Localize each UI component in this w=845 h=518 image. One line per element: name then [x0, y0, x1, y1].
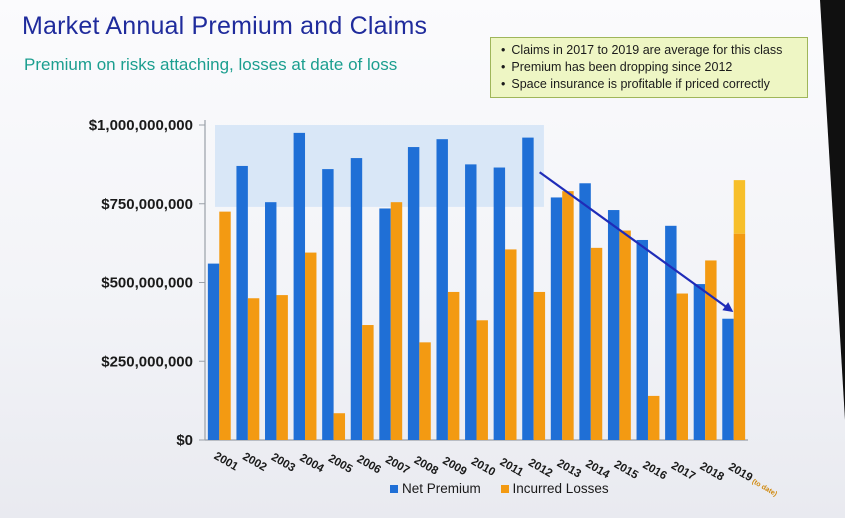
legend-swatch-incurred-losses	[500, 485, 509, 494]
x-tick-label: 2003	[269, 451, 297, 474]
legend-label-incurred-losses: Incurred Losses	[512, 481, 609, 496]
x-tick-label: 2015	[612, 459, 641, 482]
x-tick-label: 2013	[555, 457, 583, 480]
y-tick-label: $1,000,000,000	[89, 117, 193, 134]
bar-incurred-losses	[705, 260, 717, 440]
legend-item-net-premium: Net Premium	[390, 481, 481, 496]
bar-net-premium	[636, 239, 648, 440]
bar-incurred-losses	[390, 202, 403, 440]
bar-net-premium	[550, 197, 563, 440]
bar-net-premium	[407, 147, 420, 441]
bar-incurred-losses	[362, 325, 374, 440]
highlight-band	[215, 125, 544, 207]
bar-incurred-losses	[333, 413, 346, 440]
bar-net-premium	[293, 132, 306, 440]
bar-net-premium	[607, 210, 620, 440]
y-tick-label: $250,000,000	[101, 353, 193, 370]
x-tick-note: (to date)	[751, 478, 778, 498]
bar-net-premium	[350, 158, 363, 440]
x-tick-label: 2009	[440, 455, 468, 478]
bar-net-premium	[236, 165, 248, 440]
bar-incurred-losses	[562, 191, 574, 440]
bar-incurred-losses	[647, 395, 660, 440]
x-tick-label: 2004	[298, 452, 327, 475]
y-tick-label: $0	[176, 432, 193, 449]
bar-net-premium	[379, 208, 391, 440]
x-tick-label: 2007	[383, 454, 411, 477]
bar-incurred-losses	[533, 291, 546, 440]
bar-net-premium	[436, 139, 448, 441]
x-tick-label: 2017	[669, 460, 697, 483]
note-item: Premium has been dropping since 2012	[501, 59, 799, 76]
bar-incurred-losses	[447, 291, 460, 440]
bar-incurred-losses	[505, 249, 517, 440]
bar-incurred-losses-upper	[733, 180, 746, 234]
bar-incurred-losses	[247, 298, 260, 440]
bar-incurred-losses	[476, 320, 488, 440]
trend-arrow	[539, 171, 734, 313]
bar-incurred-losses	[590, 247, 603, 440]
bar-incurred-losses	[676, 293, 688, 440]
note-item: Space insurance is profitable if priced …	[501, 76, 799, 93]
x-tick-label: 2018	[698, 460, 727, 483]
bar-incurred-losses	[305, 252, 317, 440]
x-tick-label: 2010	[469, 456, 497, 479]
bar-net-premium	[207, 263, 220, 440]
chart-title: Market Annual Premium and Claims	[22, 12, 428, 40]
bar-incurred-losses	[619, 230, 631, 440]
x-tick-label: 2002	[240, 451, 268, 474]
note-item: Claims in 2017 to 2019 are average for t…	[501, 42, 799, 59]
x-tick-label: 2019(to date)	[726, 461, 780, 499]
bar-incurred-losses	[276, 295, 288, 440]
bar-net-premium	[465, 164, 477, 440]
x-tick-label: 2012	[526, 457, 554, 480]
x-tick-label: 2005	[326, 453, 355, 476]
legend-swatch-net-premium	[390, 485, 398, 494]
x-tick-label: 2014	[583, 458, 612, 481]
bar-net-premium	[322, 169, 334, 440]
bar-incurred-losses	[219, 211, 231, 440]
y-tick-label: $500,000,000	[101, 275, 193, 292]
x-tick-label: 2001	[212, 450, 241, 473]
bar-net-premium	[665, 225, 677, 440]
x-tick-label: 2008	[412, 454, 441, 477]
legend-item-incurred-losses: Incurred Losses	[500, 481, 609, 496]
chart-legend: Net Premium Incurred Losses	[390, 481, 625, 496]
x-tick-label: 2011	[498, 456, 526, 479]
bar-net-premium	[522, 137, 534, 440]
legend-label-net-premium: Net Premium	[402, 481, 481, 496]
bar-incurred-losses	[419, 342, 431, 440]
bar-net-premium	[579, 183, 591, 440]
x-tick-label: 2016	[640, 459, 668, 482]
x-tick-label: 2006	[355, 453, 383, 476]
notes-box: Claims in 2017 to 2019 are average for t…	[490, 37, 808, 98]
bar-net-premium	[265, 202, 277, 440]
y-tick-label: $750,000,000	[101, 196, 193, 213]
bar-incurred-losses	[733, 233, 746, 440]
bar-net-premium	[722, 318, 734, 440]
bar-net-premium	[493, 167, 506, 440]
chart-subtitle: Premium on risks attaching, losses at da…	[24, 55, 398, 74]
bar-net-premium	[693, 284, 706, 440]
